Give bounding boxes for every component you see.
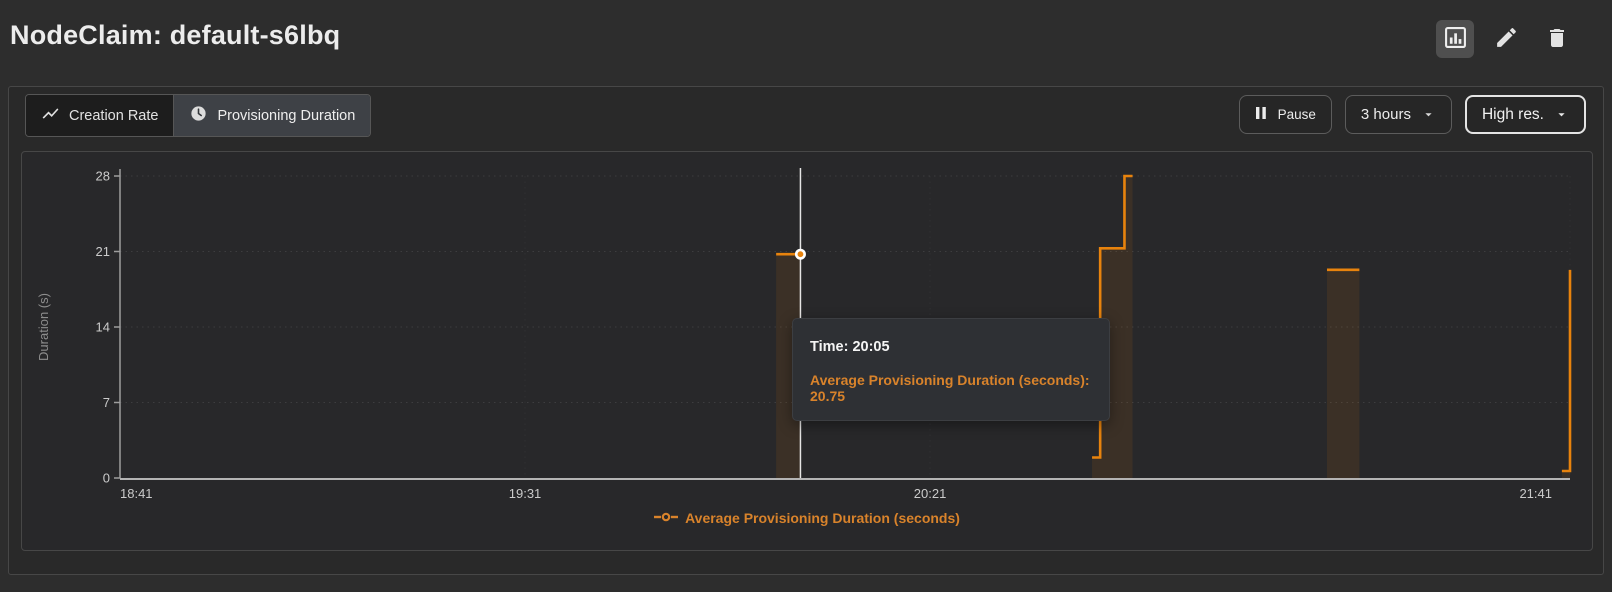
metric-tabs: Creation Rate Provisioning Duration (25, 94, 372, 137)
svg-text:14: 14 (96, 320, 110, 335)
chart-legend: Average Provisioning Duration (seconds) (22, 509, 1592, 527)
page-header: NodeClaim: default-s6lbq (0, 0, 1612, 82)
caret-down-icon (1554, 107, 1569, 122)
panel-controls: Pause 3 hours High res. (1238, 94, 1586, 135)
page-title: NodeClaim: default-s6lbq (10, 20, 341, 50)
legend-item[interactable]: Average Provisioning Duration (seconds) (654, 509, 960, 527)
legend-label: Average Provisioning Duration (seconds) (685, 510, 960, 526)
svg-text:28: 28 (96, 169, 110, 184)
delete-button[interactable] (1538, 20, 1576, 58)
header-actions (1436, 20, 1576, 58)
svg-text:19:31: 19:31 (509, 486, 542, 501)
tab-label: Provisioning Duration (217, 107, 356, 124)
edit-button[interactable] (1487, 20, 1525, 58)
time-range-value: 3 hours (1360, 106, 1411, 123)
svg-text:7: 7 (103, 395, 110, 410)
pause-icon (1255, 106, 1267, 123)
bar-chart-icon (1444, 26, 1467, 52)
chart-tooltip: Time: 20:05 Average Provisioning Duratio… (792, 318, 1110, 421)
tab-provisioning-duration[interactable]: Provisioning Duration (173, 95, 371, 136)
time-range-dropdown[interactable]: 3 hours (1344, 95, 1452, 134)
chart-svg[interactable]: 0 7 14 21 28 18:41 19:31 20:21 21:41 Duration (s) (22, 152, 1590, 502)
caret-down-icon (1421, 107, 1436, 122)
trash-icon (1545, 26, 1569, 53)
svg-text:0: 0 (103, 471, 110, 486)
svg-text:20:21: 20:21 (914, 486, 947, 501)
svg-text:Duration (s): Duration (s) (36, 293, 51, 361)
chart-toggle-button[interactable] (1436, 20, 1474, 58)
tooltip-time: Time: 20:05 (810, 339, 890, 355)
svg-text:18:41: 18:41 (120, 486, 153, 501)
tab-creation-rate[interactable]: Creation Rate (26, 95, 174, 136)
chart-panel: 0 7 14 21 28 18:41 19:31 20:21 21:41 Duration (s)… (21, 151, 1593, 551)
resolution-value: High res. (1481, 105, 1544, 123)
pause-button[interactable]: Pause (1238, 95, 1332, 134)
pencil-icon (1494, 25, 1519, 53)
tab-label: Creation Rate (69, 107, 159, 124)
tooltip-value: Average Provisioning Duration (seconds):… (810, 372, 1090, 404)
pause-label: Pause (1277, 107, 1316, 122)
trend-line-icon (41, 104, 60, 127)
legend-marker-icon (654, 509, 679, 527)
svg-text:21: 21 (96, 244, 110, 259)
metrics-panel: Creation Rate Provisioning Duration Paus… (8, 86, 1604, 575)
svg-text:21:41: 21:41 (1519, 486, 1552, 501)
resolution-dropdown[interactable]: High res. (1464, 95, 1586, 134)
clock-icon (189, 104, 208, 127)
